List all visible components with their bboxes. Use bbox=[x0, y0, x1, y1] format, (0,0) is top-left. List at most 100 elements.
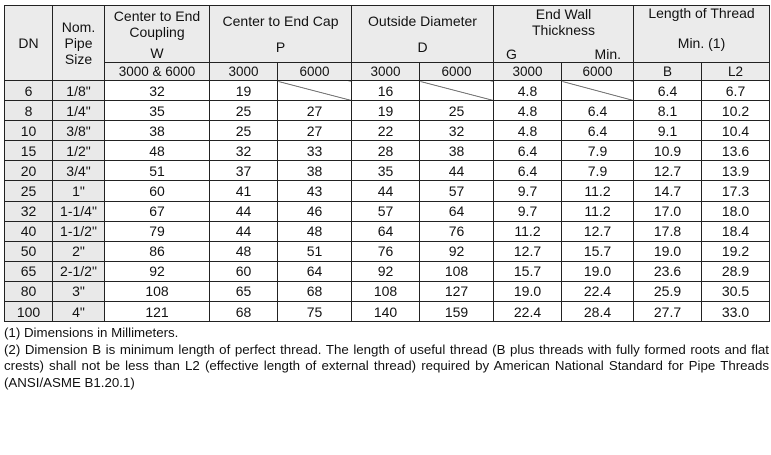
document: DN Nom. Pipe Size Center to End Coupling… bbox=[4, 5, 771, 391]
cell-l2: 33.0 bbox=[700, 301, 771, 323]
cell-b: 14.7 bbox=[633, 180, 702, 202]
cell-w: 51 bbox=[104, 160, 210, 182]
cell-p3: 25 bbox=[209, 100, 278, 122]
cell-l2: 30.5 bbox=[700, 280, 771, 303]
table-row: 50 2" 86 48 51 76 92 12.7 15.7 19.0 19.2 bbox=[4, 240, 771, 262]
cell-p6: 64 bbox=[277, 260, 352, 282]
cell-nps: 1-1/2" bbox=[52, 220, 105, 242]
cell-dn: 10 bbox=[4, 120, 53, 142]
cell-d3: 28 bbox=[351, 140, 420, 162]
cell-d6: 44 bbox=[419, 160, 494, 182]
cell-p6-na bbox=[277, 79, 352, 102]
cell-w: 86 bbox=[104, 240, 210, 262]
cell-p6: 48 bbox=[277, 220, 352, 242]
cell-w: 38 bbox=[104, 120, 210, 142]
cell-g3: 4.8 bbox=[493, 120, 562, 142]
cell-w: 92 bbox=[104, 260, 210, 282]
table-row: 10 3/8" 38 25 27 22 32 4.8 6.4 9.1 10.4 bbox=[4, 120, 771, 142]
cell-d3: 64 bbox=[351, 220, 420, 242]
cell-p3: 25 bbox=[209, 120, 278, 142]
cell-g3: 22.4 bbox=[493, 301, 562, 323]
cell-g3: 19.0 bbox=[493, 280, 562, 303]
cell-g6: 7.9 bbox=[561, 140, 634, 162]
cell-d3: 76 bbox=[351, 240, 420, 262]
cell-g3: 9.7 bbox=[493, 200, 562, 222]
cell-w: 60 bbox=[104, 180, 210, 202]
cell-p3: 48 bbox=[209, 240, 278, 262]
cell-nps: 3" bbox=[52, 280, 105, 303]
cell-w: 121 bbox=[104, 301, 210, 323]
cell-g6: 11.2 bbox=[561, 180, 634, 202]
sub-d-6000: 6000 bbox=[419, 62, 494, 81]
cell-p3: 44 bbox=[209, 200, 278, 222]
cell-g3: 6.4 bbox=[493, 140, 562, 162]
cell-dn: 65 bbox=[4, 260, 53, 282]
cell-nps: 1/8" bbox=[52, 79, 105, 102]
header-dn: DN bbox=[4, 5, 53, 81]
header-w: Center to End Coupling W bbox=[104, 5, 210, 63]
cell-b: 12.7 bbox=[633, 160, 702, 182]
table-row: 20 3/4" 51 37 38 35 44 6.4 7.9 12.7 13.9 bbox=[4, 160, 771, 182]
cell-l2: 13.6 bbox=[700, 140, 771, 162]
table-row: 40 1-1/2" 79 44 48 64 76 11.2 12.7 17.8 18.4 bbox=[4, 220, 771, 242]
table-row: 15 1/2" 48 32 33 28 38 6.4 7.9 10.9 13.6 bbox=[4, 140, 771, 162]
cell-b: 10.9 bbox=[633, 140, 702, 162]
cell-w: 32 bbox=[104, 79, 210, 102]
cell-p3: 19 bbox=[209, 79, 278, 102]
cell-p6: 27 bbox=[277, 120, 352, 142]
cell-dn: 15 bbox=[4, 140, 53, 162]
cell-g6: 7.9 bbox=[561, 160, 634, 182]
cell-nps: 4" bbox=[52, 301, 105, 323]
sub-b: B bbox=[633, 62, 702, 81]
table-row: 100 4" 121 68 75 140 159 22.4 28.4 27.7 33.0 bbox=[4, 301, 771, 323]
cell-g3: 6.4 bbox=[493, 160, 562, 182]
cell-g6: 22.4 bbox=[561, 280, 634, 303]
sub-d-3000: 3000 bbox=[351, 62, 420, 81]
cell-g3: 15.7 bbox=[493, 260, 562, 282]
table-row: 8 1/4" 35 25 27 19 25 4.8 6.4 8.1 10.2 bbox=[4, 100, 771, 122]
cell-l2: 17.3 bbox=[700, 180, 771, 202]
cell-d6: 127 bbox=[419, 280, 494, 303]
cell-p3: 44 bbox=[209, 220, 278, 242]
cell-g6: 28.4 bbox=[561, 301, 634, 323]
cell-w: 79 bbox=[104, 220, 210, 242]
cell-b: 17.8 bbox=[633, 220, 702, 242]
cell-b: 25.9 bbox=[633, 280, 702, 303]
cell-p6: 51 bbox=[277, 240, 352, 262]
cell-dn: 50 bbox=[4, 240, 53, 262]
cell-d3: 16 bbox=[351, 79, 420, 102]
cell-d3: 108 bbox=[351, 280, 420, 303]
cell-dn: 8 bbox=[4, 100, 53, 122]
cell-d6-na bbox=[419, 79, 494, 102]
cell-b: 6.4 bbox=[633, 79, 702, 102]
cell-d3: 57 bbox=[351, 200, 420, 222]
cell-p6: 75 bbox=[277, 301, 352, 323]
cell-g6: 6.4 bbox=[561, 100, 634, 122]
cell-l2: 6.7 bbox=[700, 79, 771, 102]
cell-nps: 2" bbox=[52, 240, 105, 262]
cell-p6: 27 bbox=[277, 100, 352, 122]
cell-nps: 1" bbox=[52, 180, 105, 202]
cell-b: 23.6 bbox=[633, 260, 702, 282]
cell-b: 9.1 bbox=[633, 120, 702, 142]
cell-p6: 33 bbox=[277, 140, 352, 162]
table-body: 6 1/8" 32 19 16 4.8 6.4 6.7 8 1/4" 35 25 27 19 25 4.8 6.… bbox=[4, 79, 771, 323]
cell-l2: 18.4 bbox=[700, 220, 771, 242]
table-row: 65 2-1/2" 92 60 64 92 108 15.7 19.0 23.6 28.9 bbox=[4, 260, 771, 282]
cell-g6: 19.0 bbox=[561, 260, 634, 282]
cell-d3: 22 bbox=[351, 120, 420, 142]
cell-l2: 28.9 bbox=[700, 260, 771, 282]
cell-p6: 68 bbox=[277, 280, 352, 303]
footnote-2: (2) Dimension B is minimum length of per… bbox=[4, 341, 769, 390]
cell-nps: 3/8" bbox=[52, 120, 105, 142]
cell-b: 8.1 bbox=[633, 100, 702, 122]
cell-w: 67 bbox=[104, 200, 210, 222]
cell-nps: 3/4" bbox=[52, 160, 105, 182]
cell-p6: 38 bbox=[277, 160, 352, 182]
cell-p3: 37 bbox=[209, 160, 278, 182]
sub-p-6000: 6000 bbox=[277, 62, 352, 81]
cell-d6: 38 bbox=[419, 140, 494, 162]
cell-g6: 11.2 bbox=[561, 200, 634, 222]
cell-d6: 57 bbox=[419, 180, 494, 202]
cell-l2: 13.9 bbox=[700, 160, 771, 182]
